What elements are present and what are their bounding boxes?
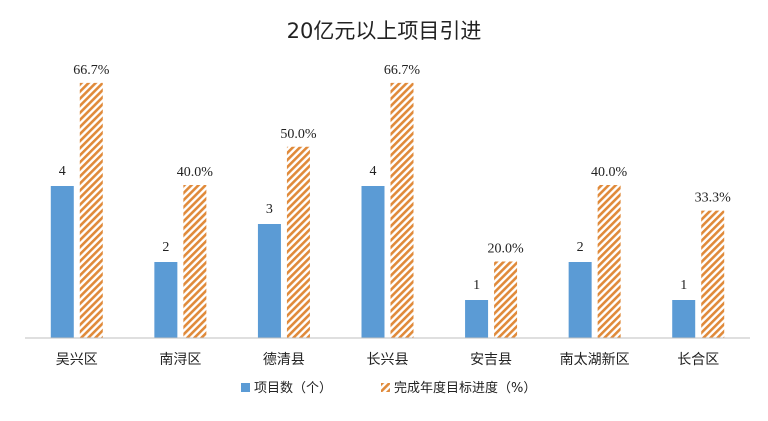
bar-project-count (257, 224, 281, 338)
category-label: 德清县 (263, 352, 305, 368)
data-label-project-count: 3 (266, 202, 273, 217)
bar-target-progress (390, 82, 414, 338)
category-label: 安吉县 (470, 352, 512, 368)
category-label: 南太湖新区 (560, 352, 630, 368)
data-label-target-progress: 40.0% (177, 165, 214, 180)
chart-title: 20亿元以上项目引进 (287, 19, 482, 43)
category-label: 长合区 (677, 352, 719, 368)
legend-swatch-series-1 (241, 383, 250, 392)
data-label-target-progress: 66.7% (73, 63, 110, 78)
bar-project-count (361, 186, 385, 338)
data-label-target-progress: 40.0% (591, 165, 628, 180)
category-label: 长兴县 (367, 352, 409, 368)
data-label-project-count: 4 (59, 164, 66, 179)
bar-project-count (672, 300, 696, 338)
bar-target-progress (597, 185, 621, 338)
bar-target-progress (494, 261, 518, 338)
legend-label-series-1: 项目数（个） (254, 381, 332, 396)
bar-project-count (50, 186, 74, 338)
bar-project-count (465, 300, 489, 338)
bar-target-progress (286, 146, 310, 338)
legend: 项目数（个） 完成年度目标进度（%） (241, 380, 536, 396)
data-label-project-count: 4 (370, 164, 377, 179)
legend-label-series-2: 完成年度目标进度（%） (394, 380, 536, 396)
bar-project-count (568, 262, 592, 338)
data-label-project-count: 1 (680, 278, 687, 293)
data-label-target-progress: 66.7% (384, 63, 421, 78)
plot-area: 4 66.7% 吴兴区 2 40.0% 南浔区 3 50.0% 德清县 4 66.7% 长兴县 1 20.… (50, 63, 732, 368)
bar-project-count (154, 262, 178, 338)
category-label: 南浔区 (159, 352, 201, 368)
data-label-project-count: 1 (473, 278, 480, 293)
data-label-project-count: 2 (162, 240, 169, 255)
legend-swatch-series-2 (381, 383, 390, 392)
data-label-target-progress: 33.3% (695, 191, 732, 206)
data-label-target-progress: 50.0% (280, 127, 317, 142)
bar-target-progress (183, 185, 207, 338)
bar-target-progress (79, 82, 103, 338)
category-label: 吴兴区 (56, 352, 98, 368)
bar-target-progress (701, 210, 725, 338)
data-label-project-count: 2 (577, 240, 584, 255)
data-label-target-progress: 20.0% (487, 242, 524, 257)
